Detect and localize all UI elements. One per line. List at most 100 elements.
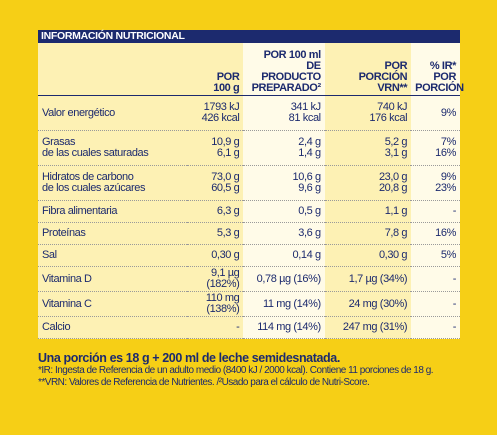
cell-text: 1,4 g: [298, 147, 321, 159]
cell-text: 426 kcal: [201, 112, 240, 124]
cell-text: -: [452, 297, 457, 310]
table-cell: 1,1 g: [324, 200, 412, 223]
table-cell: 9%: [411, 95, 460, 131]
cell-text: 5%: [440, 249, 457, 261]
table-cell: 0,78 µg (16%): [243, 266, 325, 292]
table-cell: Proteínas: [38, 222, 188, 245]
cell-text: 0,30 g: [211, 249, 240, 261]
nutrition-table: POR 100 g POR 100 ml DE PRODUCTO PREPARADO² P…: [38, 43, 464, 339]
table-cell: -: [411, 266, 460, 292]
cell-text: POR: [433, 71, 456, 83]
table-cell: 740 kJ 176 kcal: [324, 95, 412, 131]
cell-text: Valor energético: [42, 106, 115, 119]
cell-text: 1,1 g: [384, 205, 408, 217]
table-cell: % IR* POR PORCIÓN: [411, 43, 464, 96]
cell-text: 341 kJ: [290, 101, 321, 113]
cell-text: DE PRODUCTO: [261, 60, 321, 83]
table-cell: 0,5 g: [243, 200, 325, 223]
cell-text: de las cuales saturadas: [42, 147, 149, 159]
cell-text: POR: [384, 60, 408, 72]
cell-text: de los cuales azúcares: [42, 182, 146, 194]
cell-text: 16%: [435, 227, 456, 239]
cell-text: 81 kcal: [288, 112, 321, 124]
cell-text: 7,8 g: [384, 227, 408, 239]
footnote: *IR: Ingesta de Referencia de un adulto …: [38, 365, 434, 376]
table-row: Vitamina D 9,1 µg (182%) 0,78 µg (16%) 1,7 …: [38, 266, 460, 292]
table-cell: [38, 43, 188, 96]
cell-text: Vitamina C: [42, 297, 92, 310]
table-row: Calcio - 114 mg (14%) 247 mg (31%) -: [38, 316, 460, 339]
cell-text: 5,3 g: [216, 227, 240, 239]
cell-text: 10,6 g: [292, 171, 322, 183]
table-cell: 16%: [411, 222, 460, 245]
cell-text: -: [236, 321, 240, 333]
cell-text: % IR*: [429, 60, 457, 72]
cell-text: 11 mg (14%): [262, 297, 321, 310]
table-cell: 2,4 g 1,4 g: [243, 130, 325, 166]
cell-text: 6,1 g: [216, 147, 240, 159]
cell-text: 176 kcal: [369, 112, 408, 124]
cell-text: 5,2 g: [384, 136, 408, 148]
serving-note: Una porción es 18 g + 200 ml de leche se…: [38, 351, 340, 365]
table-cell: Vitamina C: [38, 291, 188, 317]
table-cell: 73,0 g 60,5 g: [187, 165, 244, 201]
cell-text: PREPARADO²: [251, 82, 322, 94]
table-cell: 7,8 g: [324, 222, 412, 245]
nutrition-panel: INFORMACIÓN NUTRICIONAL POR 100 g POR 100 …: [38, 30, 464, 339]
table-row: Valor energético 1793 kJ 426 kcal 341 kJ 81 …: [38, 95, 460, 131]
table-cell: 9% 23%: [411, 165, 460, 201]
table-row: Grasas de las cuales saturadas 10,9 g 6,1 g…: [38, 130, 460, 166]
cell-text: 24 mg (30%): [348, 297, 408, 310]
cell-text: Calcio: [42, 321, 71, 333]
cell-text: 23%: [435, 182, 456, 194]
cell-text: 110 mg (138%): [205, 292, 240, 315]
table-cell: -: [411, 291, 460, 317]
cell-text: Grasas: [42, 136, 76, 148]
table-cell: 10,9 g 6,1 g: [187, 130, 244, 166]
cell-text: PORCIÓN: [415, 82, 464, 94]
table-row: Proteínas 5,3 g 3,6 g 7,8 g 16%: [38, 222, 460, 245]
cell-text: 0,78 µg (16%): [256, 272, 322, 285]
table-cell: POR PORCIÓN VRN**: [324, 43, 412, 96]
cell-text: POR 100 ml: [263, 49, 322, 61]
cell-text: 9%: [440, 171, 457, 183]
cell-text: Fibra alimentaria: [42, 205, 118, 217]
table-cell: Calcio: [38, 316, 188, 339]
cell-text: 0,14 g: [292, 249, 322, 261]
table-row: Hidratos de carbono de los cuales azúcare…: [38, 165, 460, 201]
table-row: Vitamina C 110 mg (138%) 11 mg (14%) 24 mg …: [38, 291, 460, 317]
table-cell: 1793 kJ 426 kcal: [187, 95, 244, 131]
cell-text: -: [452, 272, 457, 285]
table-cell: 5,2 g 3,1 g: [324, 130, 412, 166]
cell-text: Hidratos de carbono: [42, 171, 134, 183]
cell-text: PORCIÓN: [358, 71, 408, 83]
table-row: Sal 0,30 g 0,14 g 0,30 g 5%: [38, 244, 460, 267]
table-cell: 1,7 µg (34%): [324, 266, 412, 292]
cell-text: 1793 kJ: [203, 101, 240, 113]
table-cell: 5,3 g: [187, 222, 244, 245]
table-cell: 341 kJ 81 kcal: [243, 95, 325, 131]
table-cell: POR 100 ml DE PRODUCTO PREPARADO²: [243, 43, 325, 96]
cell-text: 23,0 g: [378, 171, 408, 183]
table-cell: Grasas de las cuales saturadas: [38, 130, 188, 166]
table-cell: -: [411, 316, 460, 339]
table-cell: 247 mg (31%): [324, 316, 412, 339]
cell-text: Vitamina D: [42, 272, 92, 285]
cell-text: 73,0 g: [211, 171, 240, 183]
cell-text: 6,3 g: [216, 205, 240, 217]
cell-text: Sal: [42, 249, 57, 261]
table-row: Fibra alimentaria 6,3 g 0,5 g 1,1 g -: [38, 200, 460, 223]
table-row: POR 100 g POR 100 ml DE PRODUCTO PREPARADO² P…: [38, 43, 464, 96]
cell-text: 0,30 g: [378, 249, 408, 261]
cell-text: 3,6 g: [298, 227, 321, 239]
table-cell: 0,30 g: [187, 244, 244, 267]
table-cell: 0,30 g: [324, 244, 412, 267]
cell-text: 9,1 µg (182%): [206, 267, 240, 290]
table-cell: 5%: [411, 244, 460, 267]
table-cell: 3,6 g: [243, 222, 325, 245]
cell-text: 1,7 µg (34%): [348, 272, 408, 285]
table-cell: Fibra alimentaria: [38, 200, 188, 223]
cell-text: Proteínas: [42, 227, 86, 239]
table-cell: -: [187, 316, 244, 339]
